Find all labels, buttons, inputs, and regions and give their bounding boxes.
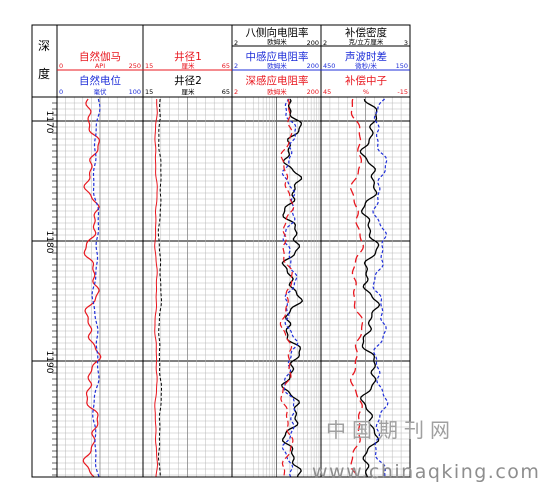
track1-curve1-min: 0 [59, 62, 63, 70]
track4-curve2-max: 150 [396, 62, 408, 70]
track3-curve1-unit: 欧姆米 [267, 37, 287, 46]
track1-curve2-unit: 毫伏 [94, 87, 108, 96]
deep-induction-curve [279, 98, 295, 478]
track3-curve1-min: 2 [234, 39, 238, 47]
track3-curve3-max: 200 [307, 88, 319, 96]
gamma-ray-curve [82, 98, 102, 478]
watermark-cn: 中国期刊网 [326, 418, 456, 442]
depth-header-char1: 深 [38, 39, 50, 53]
track4-curve3-max: -15 [397, 88, 408, 96]
depth-label-1170: 1170 [44, 111, 54, 134]
sonic-curve [372, 98, 389, 478]
track1-curve1-name: 自然伽马 [79, 50, 121, 63]
neutron-curve [349, 98, 364, 478]
track2-curve1-max: 65 [222, 62, 230, 70]
track2-curve2-min: 15 [145, 88, 153, 96]
watermark-url: www.chinaqking.com [312, 461, 541, 483]
track1-curve2-max: 100 [129, 88, 141, 96]
track3-curve2-unit: 欧姆米 [267, 61, 287, 70]
track3-curve3-name: 深感应电阻率 [246, 74, 309, 87]
density-curve [359, 98, 381, 478]
track2-curve2-name: 井径2 [174, 74, 202, 87]
header-frame [31, 24, 411, 478]
track4-curve3-min: 45 [323, 88, 331, 96]
track4-curve2-unit: 微秒/米 [355, 61, 377, 70]
track4-curve1-unit: 克/立方厘米 [349, 37, 384, 46]
track4-curve3-unit: % [363, 88, 369, 96]
track3-curve1-max: 200 [307, 39, 319, 47]
track3-curve3-min: 2 [234, 88, 238, 96]
depth-label-1190: 1190 [44, 351, 54, 374]
depth-header-char2: 度 [38, 66, 50, 81]
laterolog-curve [280, 98, 304, 478]
track2-curve1-min: 15 [145, 62, 153, 70]
track2-curve1-name: 井径1 [174, 50, 202, 63]
track1-curve2-name: 自然电位 [79, 74, 121, 87]
track1-curve1-max: 250 [129, 62, 141, 70]
log-curves [82, 98, 389, 478]
track3-curve2-max: 200 [307, 62, 319, 70]
track4-curve2-name: 声波时差 [345, 50, 387, 63]
track3-curve2-min: 2 [234, 62, 238, 70]
caliper2-curve [157, 98, 163, 478]
sp-curve [91, 98, 101, 478]
track4-curve2-min: 450 [323, 62, 335, 70]
track2-curve1-unit: 厘米 [182, 61, 196, 70]
caliper1-curve [154, 99, 159, 478]
track4-curve1-min: 2 [323, 39, 327, 47]
track3-curve1-name: 八侧向电阻率 [246, 26, 309, 39]
medium-induction-curve [281, 98, 299, 478]
track3-curve3-unit: 欧姆米 [267, 87, 287, 96]
track4-curve1-name: 补偿密度 [345, 26, 387, 39]
track4-curve1-max: 3 [404, 39, 408, 47]
log-grid [32, 97, 410, 477]
depth-label-1180: 1180 [44, 231, 54, 254]
track1-curve2-min: 0 [59, 88, 63, 96]
track3-curve2-name: 中感应电阻率 [246, 50, 309, 63]
track4-curve3-name: 补偿中子 [345, 74, 387, 87]
track2-curve2-max: 65 [222, 88, 230, 96]
track1-curve1-unit: API [95, 62, 105, 70]
track2-curve2-unit: 厘米 [182, 87, 196, 96]
